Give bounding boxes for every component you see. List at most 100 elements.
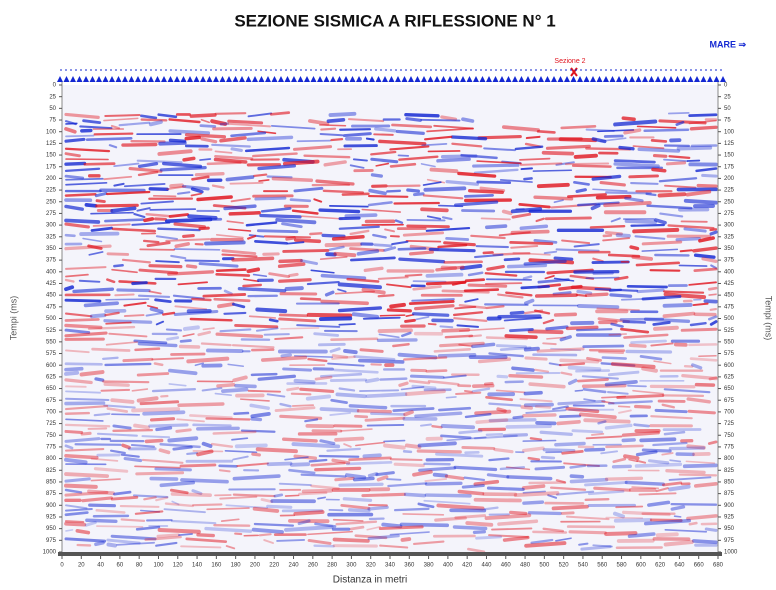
wavelet [616, 507, 642, 508]
wavelet [606, 192, 650, 193]
wavelet [665, 305, 691, 306]
wavelet [432, 426, 441, 427]
wavelet [652, 140, 666, 141]
wavelet [102, 390, 130, 391]
wavelet [328, 120, 343, 121]
wavelet [698, 186, 716, 187]
wavelet [611, 295, 631, 296]
y-tick-label-right: 825 [724, 468, 735, 474]
wavelet [587, 294, 607, 295]
wavelet [466, 280, 483, 281]
wavelet [87, 138, 131, 139]
y-tick-label-right: 900 [724, 503, 735, 509]
wavelet [76, 444, 121, 445]
y-tick-label: 200 [46, 176, 57, 182]
wavelet [709, 288, 716, 289]
wavelet [628, 386, 646, 387]
wavelet [522, 407, 531, 408]
wavelet [334, 237, 363, 239]
y-tick-label: 875 [46, 491, 57, 497]
wavelet [536, 467, 564, 469]
y-tick-label-right: 475 [724, 304, 735, 310]
wavelet [636, 407, 650, 408]
wavelet [66, 364, 101, 365]
wavelet [628, 286, 666, 287]
wavelet [696, 484, 716, 486]
wavelet [86, 303, 118, 305]
wavelet [431, 170, 456, 172]
y-tick-label-right: 975 [724, 538, 735, 544]
wavelet [544, 450, 574, 451]
wavelet [95, 134, 133, 135]
wavelet [286, 495, 299, 496]
wavelet [573, 431, 602, 432]
wavelet [259, 180, 269, 181]
wavelet [455, 467, 495, 469]
y-tick-label: 100 [46, 129, 57, 135]
chart-title: SEZIONE SISMICA A RIFLESSIONE N° 1 [234, 11, 555, 30]
wavelet [115, 295, 133, 296]
wavelet [327, 244, 360, 245]
wavelet [380, 330, 411, 331]
wavelet [369, 505, 387, 506]
wavelet [270, 320, 277, 321]
wavelet [478, 182, 510, 183]
wavelet [258, 231, 296, 232]
wavelet [463, 447, 494, 448]
section-label: Sezione 2 [554, 58, 585, 65]
wavelet [285, 162, 318, 164]
wavelet [439, 206, 463, 207]
wavelet [66, 530, 72, 531]
wavelet [158, 535, 178, 536]
wavelet [536, 407, 550, 408]
wavelet [616, 520, 650, 521]
wavelet [586, 278, 619, 279]
x-tick-label: 400 [443, 563, 454, 569]
wavelet [141, 402, 178, 404]
y-tick-label: 475 [46, 304, 57, 310]
y-tick-label-right: 500 [724, 316, 735, 322]
y-tick-label: 350 [46, 246, 57, 252]
wavelet [122, 519, 144, 520]
wavelet [66, 403, 104, 404]
wavelet [456, 393, 480, 394]
wavelet [656, 410, 686, 411]
wavelet [524, 502, 542, 503]
wavelet [664, 291, 703, 292]
wavelet [586, 499, 609, 500]
wavelet [170, 131, 208, 133]
wavelet [711, 309, 716, 310]
wavelet [562, 126, 595, 128]
y-tick-label: 525 [46, 328, 57, 334]
wavelet [523, 440, 555, 441]
wavelet [284, 439, 316, 441]
wavelet [198, 535, 213, 536]
wavelet [626, 482, 663, 484]
wavelet [533, 170, 571, 171]
x-tick-label: 680 [713, 563, 724, 569]
wavelet [281, 328, 319, 329]
wavelet [508, 477, 551, 479]
wavelet [97, 205, 138, 206]
wavelet [249, 391, 280, 392]
wavelet [585, 420, 629, 421]
wavelet [150, 266, 181, 267]
wavelet [408, 226, 449, 227]
wavelet [66, 300, 100, 301]
x-tick-label: 340 [385, 563, 396, 569]
y-tick-label: 375 [46, 258, 57, 264]
y-tick-label-right: 150 [724, 153, 735, 159]
y-tick-label: 150 [46, 153, 57, 159]
wavelet [66, 235, 74, 236]
wavelet [340, 218, 359, 219]
y-tick-label-right: 350 [724, 246, 735, 252]
wavelet [406, 320, 415, 321]
wavelet [393, 344, 408, 346]
wavelet [428, 282, 465, 284]
wavelet [380, 315, 404, 316]
y-tick-label: 75 [49, 118, 56, 124]
wavelet [535, 197, 571, 199]
wavelet [516, 493, 558, 495]
wavelet [351, 527, 363, 529]
wavelet [84, 121, 100, 123]
